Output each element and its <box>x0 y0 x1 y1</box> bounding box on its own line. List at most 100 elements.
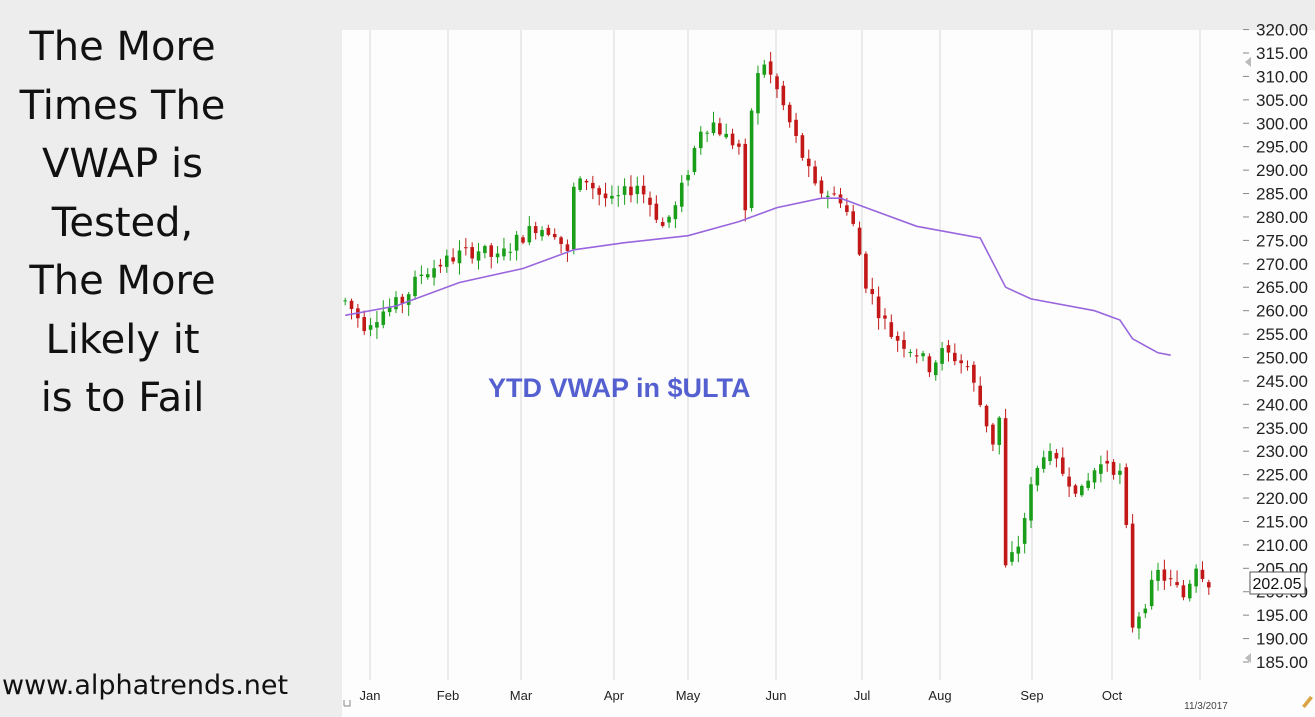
candle <box>597 185 601 206</box>
candle-body <box>451 257 455 262</box>
candle <box>1168 569 1173 587</box>
candle <box>806 149 811 178</box>
candle <box>1029 476 1033 529</box>
candle-body <box>1080 485 1084 496</box>
candle <box>508 243 513 261</box>
candle <box>686 169 690 186</box>
candle-body <box>711 122 716 134</box>
candle <box>794 112 798 143</box>
candle-body <box>845 205 849 212</box>
candle-body <box>762 64 767 75</box>
candle <box>432 259 436 286</box>
candle <box>349 298 354 320</box>
y-tick-label: 195.00 <box>1256 606 1308 625</box>
candle-body <box>1162 569 1167 581</box>
candle-body <box>768 61 773 75</box>
candle-body <box>400 296 405 304</box>
candle <box>679 175 684 213</box>
candle-body <box>1194 568 1198 587</box>
candle <box>1105 450 1110 472</box>
candle-body <box>1111 461 1116 475</box>
candle-body <box>1041 457 1046 469</box>
candle-body <box>946 345 951 353</box>
candle <box>1162 559 1167 590</box>
candle-body <box>1124 467 1129 525</box>
candle <box>616 185 621 207</box>
candle <box>819 176 824 198</box>
candle <box>781 80 786 111</box>
candle <box>559 235 563 254</box>
x-tick-label: Oct <box>1102 688 1123 703</box>
candle-body <box>610 195 614 199</box>
candle <box>343 297 347 306</box>
candle-body <box>343 300 347 302</box>
candle <box>578 176 582 193</box>
y-tick-label: 305.00 <box>1256 91 1308 110</box>
candle-body <box>965 366 970 368</box>
candle <box>533 221 538 240</box>
candle-body <box>603 193 608 199</box>
last-price-box <box>1249 571 1306 595</box>
candle-body <box>781 85 786 106</box>
candle <box>1092 467 1097 490</box>
candle-body <box>559 237 563 245</box>
candle <box>927 353 932 378</box>
candle-body <box>1086 480 1090 488</box>
candle <box>413 270 417 300</box>
candle-body <box>660 222 665 226</box>
y-tick-label: 225.00 <box>1256 466 1308 485</box>
x-tick-label: Feb <box>437 688 459 703</box>
candle-body <box>1200 569 1205 579</box>
candle-body <box>794 119 798 137</box>
candle <box>673 201 678 229</box>
scroll-arrow-icon[interactable] <box>1245 653 1251 663</box>
headline-line: Tested, <box>51 199 194 246</box>
candle <box>362 310 367 335</box>
candle <box>908 349 913 358</box>
candle-body <box>991 424 995 445</box>
candle-body <box>483 246 487 254</box>
candle <box>826 190 830 209</box>
candle <box>381 300 386 329</box>
candle-body <box>1137 616 1141 629</box>
candle-body <box>438 264 443 267</box>
candle-body <box>489 245 494 257</box>
x-tick-label: Aug <box>928 688 951 703</box>
candle-body <box>851 211 856 224</box>
candle <box>356 303 360 328</box>
x-tick-label: Apr <box>604 688 625 703</box>
candle-body <box>997 417 1002 445</box>
y-tick-label: 315.00 <box>1256 44 1308 63</box>
candle <box>1118 463 1122 485</box>
candle-body <box>813 166 817 184</box>
candle <box>464 238 468 256</box>
y-tick-label: 190.00 <box>1256 630 1308 649</box>
candle <box>457 240 462 275</box>
candle <box>565 239 570 262</box>
candle-body <box>667 216 671 223</box>
candle-body <box>1054 452 1059 459</box>
candle <box>610 185 614 205</box>
candle-body <box>978 385 983 406</box>
candle-body <box>432 268 436 278</box>
candle-body <box>1048 451 1052 462</box>
candle <box>495 246 500 264</box>
candle <box>813 160 817 186</box>
candle-body <box>597 188 601 195</box>
scroll-arrow-icon[interactable] <box>1245 57 1251 67</box>
candle-body <box>1016 546 1021 554</box>
resize-icon[interactable] <box>343 700 351 707</box>
candle <box>724 123 728 139</box>
candle <box>1175 570 1179 588</box>
candle-body <box>921 353 925 357</box>
pencil-icon[interactable] <box>1302 696 1313 708</box>
candle <box>368 317 373 337</box>
candle <box>749 108 754 212</box>
candle-body <box>927 356 932 373</box>
candle-body <box>1175 582 1179 586</box>
candle-body <box>375 322 379 328</box>
candle <box>438 258 443 273</box>
candle <box>552 228 557 240</box>
candle <box>730 128 735 150</box>
candle-body <box>902 339 906 349</box>
